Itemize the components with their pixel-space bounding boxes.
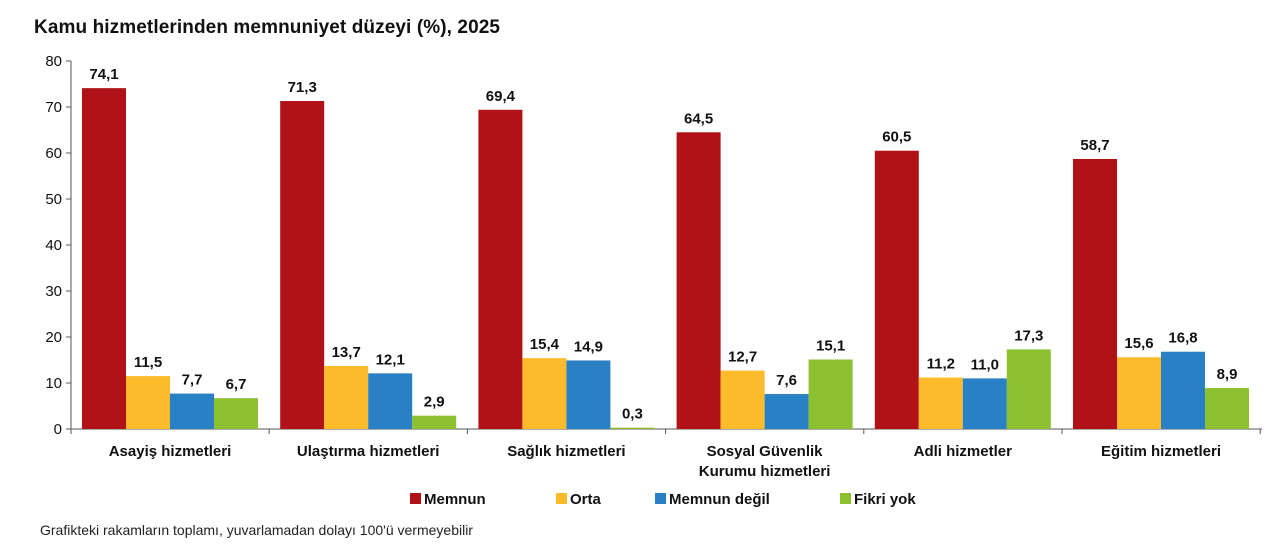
- bar-fikri-yok: [412, 415, 457, 429]
- bar-memnun-değil: [566, 360, 611, 429]
- bar-value-label: 14,9: [574, 338, 603, 355]
- bar-memnun: [676, 132, 721, 430]
- value-labels: 74,1 11,5 7,7 6,7 71,3 13,7 12,1 2,9 69,4 15,4 14,…: [89, 66, 1237, 422]
- legend-swatch: [410, 493, 421, 504]
- bar-value-label: 12,7: [728, 349, 757, 366]
- bar-value-label: 11,0: [971, 356, 999, 373]
- bar-value-label: 7,7: [182, 372, 203, 389]
- bar-memnun-değil: [962, 378, 1007, 429]
- chart-footnote: Grafikteki rakamların toplamı, yuvarlama…: [40, 522, 473, 538]
- bar-fikri-yok: [1205, 388, 1249, 429]
- bar-fikri-yok: [610, 427, 655, 429]
- y-tick-label: 50: [45, 191, 62, 208]
- bar-memnun-değil: [170, 393, 214, 429]
- y-tick-label: 70: [45, 99, 62, 116]
- bar-memnun: [1073, 158, 1117, 430]
- category-labels: Asayiş hizmetleri Ulaştırma hizmetleri Sağ…: [109, 443, 1221, 480]
- bar-memnun-değil: [368, 373, 413, 429]
- y-tick-label: 20: [45, 329, 62, 346]
- bar-fikri-yok: [1006, 349, 1051, 429]
- legend-label: Fikri yok: [854, 491, 916, 508]
- y-tick-label: 40: [45, 237, 62, 254]
- bar-value-label: 12,1: [376, 351, 405, 368]
- chart-title: Kamu hizmetlerinden memnuniyet düzeyi (%…: [34, 17, 501, 38]
- bar-value-label: 6,7: [226, 376, 247, 393]
- y-tick-label: 60: [45, 145, 62, 162]
- bar-value-label: 58,7: [1080, 137, 1109, 154]
- bar-fikri-yok: [808, 359, 853, 429]
- bar-memnun: [478, 109, 523, 429]
- y-axis: 0 10 20 30 40 50 60 70 80: [45, 53, 72, 438]
- bar-value-label: 15,6: [1124, 335, 1153, 352]
- bar-memnun: [82, 88, 126, 429]
- bar-value-label: 0,3: [622, 406, 643, 423]
- bar-value-label: 60,5: [882, 129, 911, 146]
- y-tick-label: 80: [45, 53, 62, 70]
- category-label: Eğitim hizmetleri: [1101, 443, 1221, 460]
- y-tick-label: 30: [45, 283, 62, 300]
- category-label: Kurumu hizmetleri: [699, 463, 831, 480]
- bar-value-label: 15,4: [530, 336, 560, 353]
- bar-memnun-değil: [1161, 351, 1205, 429]
- bar-value-label: 71,3: [288, 79, 317, 96]
- bar-orta: [126, 376, 170, 429]
- bar-value-label: 7,6: [776, 372, 797, 389]
- bar-value-label: 17,3: [1014, 327, 1043, 344]
- bar-value-label: 16,8: [1168, 330, 1197, 347]
- legend-swatch: [840, 493, 851, 504]
- legend-label: Orta: [570, 491, 602, 508]
- x-axis: [70, 428, 1262, 434]
- y-tick-label: 0: [54, 421, 62, 438]
- y-tick-label: 10: [45, 375, 62, 392]
- bar-value-label: 15,1: [816, 338, 845, 355]
- category-label: Adli hizmetler: [914, 443, 1013, 460]
- bar-orta: [720, 370, 765, 429]
- legend: Memnun Orta Memnun değil Fikri yok: [410, 491, 916, 508]
- legend-swatch: [655, 493, 666, 504]
- bar-orta: [1117, 357, 1161, 429]
- legend-swatch: [556, 493, 567, 504]
- bar-fikri-yok: [214, 398, 258, 429]
- category-label: Ulaştırma hizmetleri: [297, 443, 440, 460]
- bar-value-label: 64,5: [684, 110, 713, 127]
- bar-value-label: 2,9: [424, 394, 445, 411]
- bar-value-label: 11,5: [134, 354, 162, 371]
- bar-value-label: 69,4: [486, 88, 516, 105]
- legend-label: Memnun: [424, 491, 486, 508]
- bar-value-label: 8,9: [1217, 366, 1238, 383]
- bars: [82, 88, 1249, 430]
- category-label: Sosyal Güvenlik: [707, 443, 824, 460]
- bar-memnun: [874, 150, 919, 429]
- category-label: Sağlık hizmetleri: [507, 443, 625, 460]
- bar-orta: [918, 377, 963, 429]
- bar-value-label: 11,2: [927, 355, 955, 372]
- category-label: Asayiş hizmetleri: [109, 443, 232, 460]
- bar-orta: [522, 358, 567, 429]
- bar-memnun: [280, 101, 325, 430]
- bar-value-label: 74,1: [89, 66, 118, 83]
- legend-label: Memnun değil: [669, 491, 770, 508]
- bar-value-label: 13,7: [332, 344, 361, 361]
- bar-memnun-değil: [764, 394, 809, 429]
- bar-orta: [324, 365, 369, 429]
